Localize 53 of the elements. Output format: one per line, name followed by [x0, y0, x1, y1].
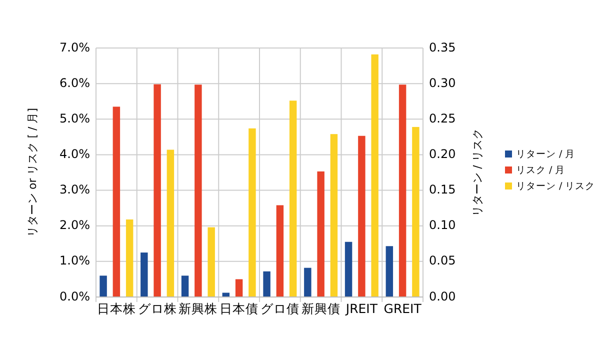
x-tick-label: 新興株 — [178, 301, 218, 316]
x-tick-label: グロ債 — [260, 301, 300, 316]
y-tick-label: 3.0% — [60, 182, 90, 197]
bar — [181, 276, 189, 297]
y2-tick-label: 0.30 — [429, 76, 456, 90]
y2-tick-label: 0.25 — [429, 111, 456, 126]
y2-tick-label: 0.35 — [429, 40, 456, 54]
y-tick-label: 0.0% — [60, 289, 90, 304]
y2-tick-label: 0.10 — [429, 218, 456, 232]
bar — [166, 150, 174, 297]
bar — [140, 252, 148, 297]
y2-axis-title: リターン / リスク — [471, 128, 484, 216]
y-tick-label: 1.0% — [60, 254, 90, 268]
bar — [358, 136, 366, 297]
y-axis-title: リターン or リスク [ / 月] — [26, 108, 39, 238]
x-tick-label: 日本債 — [220, 301, 259, 316]
x-tick-label: JREIT — [344, 301, 378, 316]
bar — [112, 106, 120, 297]
bar — [371, 54, 378, 297]
legend-label: リスク / 月 — [516, 165, 566, 176]
y-tick-label: 2.0% — [60, 218, 90, 232]
x-tick-label: 日本株 — [96, 301, 136, 316]
y2-tick-label: 0.05 — [429, 254, 456, 268]
bar — [263, 271, 270, 297]
bar — [100, 276, 107, 297]
bar — [208, 227, 215, 297]
bar — [248, 128, 256, 297]
bar — [317, 171, 324, 297]
y-tick-label: 4.0% — [60, 146, 90, 161]
x-tick-label: グロ株 — [138, 301, 177, 316]
bar — [289, 100, 297, 297]
x-tick-label: GREIT — [384, 301, 422, 316]
bar — [344, 242, 352, 297]
y-tick-label: 7.0% — [60, 40, 90, 54]
bar — [276, 205, 284, 297]
x-tick-label: 新興債 — [301, 301, 340, 316]
bar — [126, 219, 134, 297]
bar — [235, 279, 243, 297]
bar — [154, 84, 161, 297]
bar — [194, 84, 202, 297]
legend-label: リターン / リスク — [516, 181, 596, 192]
bar — [412, 126, 420, 297]
bar — [386, 246, 394, 297]
y2-tick-label: 0.00 — [429, 289, 456, 304]
bar — [398, 84, 406, 297]
y2-tick-label: 0.20 — [429, 146, 456, 161]
bar — [330, 134, 338, 297]
y-tick-label: 6.0% — [60, 76, 90, 90]
y-tick-label: 5.0% — [60, 111, 90, 126]
y2-tick-label: 0.15 — [429, 182, 456, 197]
bar — [222, 292, 230, 297]
bar — [304, 268, 312, 297]
legend-label: リターン / 月 — [516, 149, 576, 160]
